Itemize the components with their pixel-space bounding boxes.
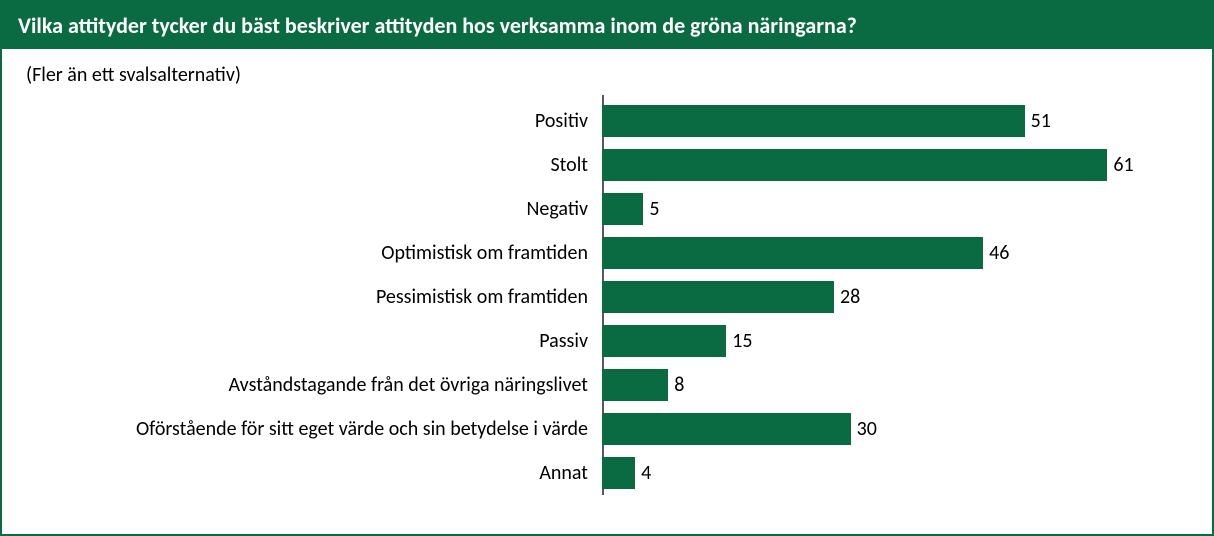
bar-value: 46: [983, 237, 1009, 269]
bar: [602, 369, 668, 401]
bar-rows: Positiv 51 Stolt 61 Negativ 5 Optimistisk om f…: [32, 99, 1182, 495]
bar-row: Passiv 15: [32, 319, 1182, 363]
bar-label: Optimistisk om framtiden: [32, 241, 602, 265]
bar-row: Pessimistisk om framtiden 28: [32, 275, 1182, 319]
bar-value: 51: [1025, 105, 1051, 137]
bar-value: 8: [668, 369, 684, 401]
bar-label: Stolt: [32, 153, 602, 177]
bar-value: 15: [726, 325, 752, 357]
bar-value: 30: [851, 413, 877, 445]
bar-wrap: 61: [602, 149, 1182, 181]
bar-value: 5: [643, 193, 659, 225]
bar-value: 4: [635, 457, 651, 489]
bar: [602, 105, 1025, 137]
bar: [602, 413, 851, 445]
bar-label: Annat: [32, 461, 602, 485]
bar-value: 28: [834, 281, 860, 313]
bar-wrap: 15: [602, 325, 1182, 357]
bar: [602, 325, 726, 357]
bar-wrap: 5: [602, 193, 1182, 225]
bar-label: Avståndstagande från det övriga näringsl…: [32, 373, 602, 397]
bar-row: Oförstående för sitt eget värde och sin …: [32, 407, 1182, 451]
bar: [602, 237, 983, 269]
bar-row: Stolt 61: [32, 143, 1182, 187]
chart-title: Vilka attityder tycker du bäst beskriver…: [2, 2, 1212, 49]
bar: [602, 281, 834, 313]
bar-row: Annat 4: [32, 451, 1182, 495]
bar-row: Positiv 51: [32, 99, 1182, 143]
chart-container: Vilka attityder tycker du bäst beskriver…: [0, 0, 1214, 536]
bar-label: Oförstående för sitt eget värde och sin …: [32, 417, 602, 441]
bar-label: Negativ: [32, 197, 602, 221]
bar: [602, 457, 635, 489]
bar-wrap: 8: [602, 369, 1182, 401]
bar-value: 61: [1107, 149, 1133, 181]
bar-label: Passiv: [32, 329, 602, 353]
bar-wrap: 30: [602, 413, 1182, 445]
bar-row: Negativ 5: [32, 187, 1182, 231]
bar-wrap: 28: [602, 281, 1182, 313]
bar-wrap: 4: [602, 457, 1182, 489]
bar-row: Optimistisk om framtiden 46: [32, 231, 1182, 275]
bar-label: Pessimistisk om framtiden: [32, 285, 602, 309]
bar-label: Positiv: [32, 109, 602, 133]
bar-wrap: 46: [602, 237, 1182, 269]
chart-subtitle: (Fler än ett svalsalternativ): [2, 49, 1212, 95]
bar-row: Avståndstagande från det övriga näringsl…: [32, 363, 1182, 407]
bar: [602, 193, 643, 225]
bar: [602, 149, 1107, 181]
bar-wrap: 51: [602, 105, 1182, 137]
chart-plot-area: Positiv 51 Stolt 61 Negativ 5 Optimistisk om f…: [2, 95, 1212, 515]
